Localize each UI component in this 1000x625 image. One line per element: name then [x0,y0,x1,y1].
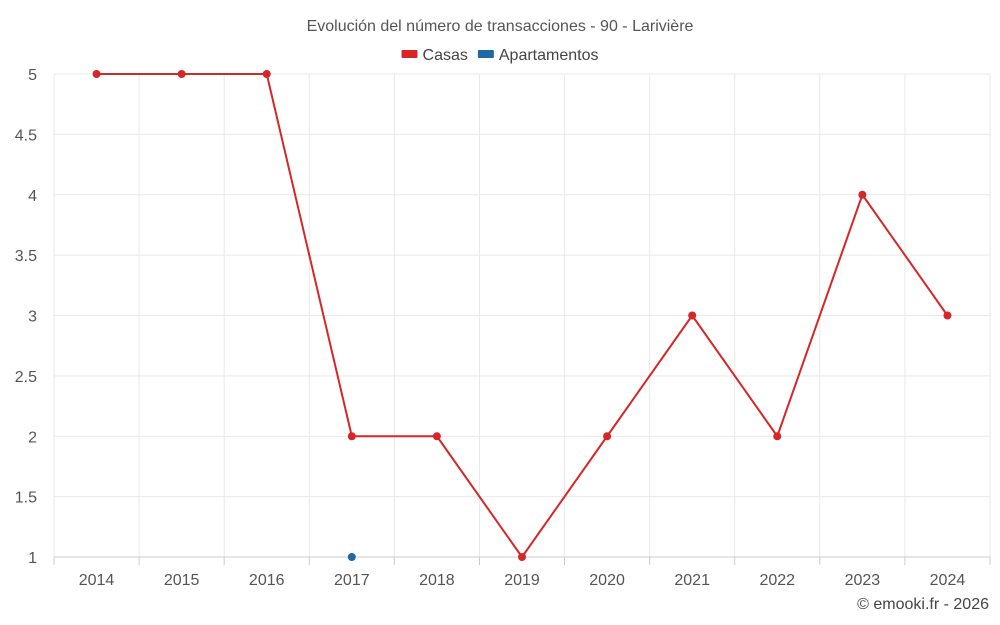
data-point[interactable] [943,311,952,320]
y-tick-label: 4 [28,188,37,205]
y-tick-label: 3 [28,309,37,326]
x-tick-label: 2020 [589,572,625,589]
data-point[interactable] [177,70,186,78]
legend-label: Casas [423,47,468,64]
y-tick-label: 1.5 [15,490,37,507]
x-tick-label: 2023 [845,572,881,589]
legend-item[interactable]: Apartamentos [477,47,599,64]
x-tick-label: 2015 [164,572,200,589]
data-point[interactable] [603,432,612,441]
legend-item[interactable]: Casas [401,47,468,64]
x-tick-label: 2014 [79,572,115,589]
x-tick-label: 2024 [930,572,966,589]
credit-text: © emooki.fr - 2026 [857,596,989,613]
data-point[interactable] [347,553,356,561]
y-tick-label: 1 [28,550,37,567]
legend-swatch [401,50,418,58]
data-point[interactable] [858,190,867,199]
x-tick-label: 2016 [249,572,285,589]
legend-swatch [477,50,494,58]
data-point[interactable] [92,70,101,78]
data-point[interactable] [347,432,356,441]
x-tick-label: 2018 [419,572,455,589]
legend: Casas Apartamentos [401,47,599,64]
data-point[interactable] [262,70,271,78]
y-tick-label: 2 [28,429,37,446]
data-point[interactable] [773,432,782,441]
series-layer [92,70,952,561]
x-tick-label: 2019 [504,572,540,589]
grid [53,73,991,557]
series-casas [92,70,952,561]
series-apartamentos [347,553,356,561]
axes: 1 1.5 2 2.5 3 3.5 4 4.5 5 2014 2015 2016 2017 2018 201… [15,67,991,589]
y-tick-label: 2.5 [15,369,37,386]
y-tick-label: 5 [28,67,37,84]
chart-title: Evolución del número de transacciones - … [307,18,694,35]
y-tick-label: 4.5 [15,127,37,144]
y-tick-label: 3.5 [15,248,37,265]
data-point[interactable] [432,432,441,441]
data-point[interactable] [688,311,697,320]
x-tick-label: 2022 [759,572,795,589]
x-tick-label: 2021 [674,572,710,589]
x-tick-label: 2017 [334,572,370,589]
legend-label: Apartamentos [499,47,599,64]
data-point[interactable] [518,553,526,561]
